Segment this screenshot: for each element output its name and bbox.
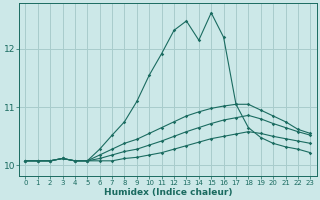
X-axis label: Humidex (Indice chaleur): Humidex (Indice chaleur) [104, 188, 232, 197]
